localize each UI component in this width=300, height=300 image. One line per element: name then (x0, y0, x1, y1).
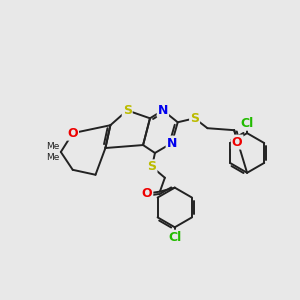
Text: N: N (167, 136, 177, 150)
Text: O: O (142, 187, 152, 200)
Text: O: O (68, 127, 78, 140)
Text: S: S (148, 160, 157, 173)
Text: Cl: Cl (168, 231, 182, 244)
Text: Me: Me (46, 153, 60, 162)
Text: Cl: Cl (241, 117, 254, 130)
Text: S: S (190, 112, 199, 125)
Text: O: O (232, 136, 242, 148)
Text: N: N (158, 104, 168, 117)
Text: Me: Me (46, 142, 60, 151)
Text: S: S (123, 104, 132, 117)
